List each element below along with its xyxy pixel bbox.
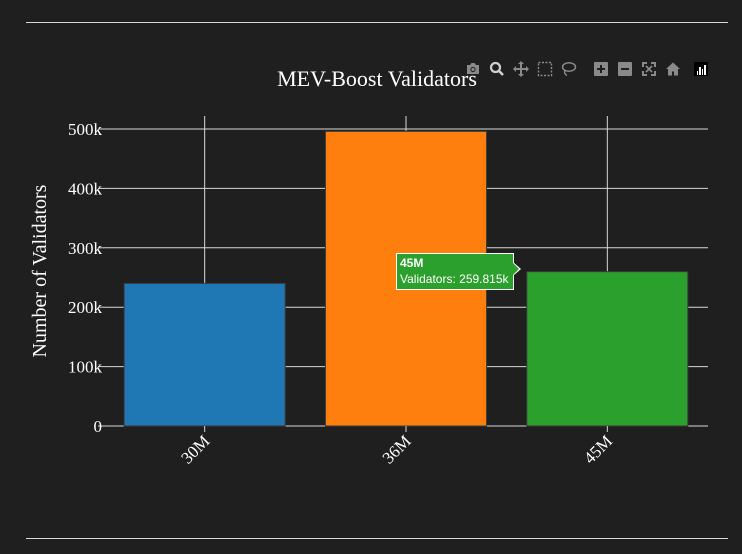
zoom-in-icon[interactable] bbox=[592, 60, 610, 78]
x-tick-label: 36M bbox=[379, 431, 415, 467]
tooltip-value: Validators: 259.815k bbox=[400, 272, 509, 286]
x-tick-label: 30M bbox=[177, 431, 213, 467]
y-tick-label: 400k bbox=[68, 179, 103, 198]
zoom-icon[interactable] bbox=[488, 60, 506, 78]
pan-icon[interactable] bbox=[512, 60, 530, 78]
y-tick-label: 0 bbox=[94, 417, 103, 436]
home-icon[interactable] bbox=[664, 60, 682, 78]
axis-layer: 0 100k 200k 300k 400k 500k 30M 36M 45M bbox=[68, 120, 616, 468]
y-tick-label: 300k bbox=[68, 239, 103, 258]
bar-30M bbox=[123, 282, 286, 427]
top-divider bbox=[26, 22, 728, 23]
camera-icon[interactable] bbox=[464, 60, 482, 78]
zoom-out-icon[interactable] bbox=[616, 60, 634, 78]
x-tick-label: 45M bbox=[580, 431, 616, 467]
y-tick-label: 200k bbox=[68, 298, 103, 317]
chart-title: MEV-Boost Validators bbox=[277, 66, 477, 91]
bar-45M bbox=[526, 271, 689, 427]
bottom-divider bbox=[26, 538, 728, 539]
modebar bbox=[464, 60, 708, 78]
tooltip-category: 45M bbox=[400, 256, 424, 270]
y-tick-label: 100k bbox=[68, 358, 103, 377]
y-axis-label: Number of Validators bbox=[29, 184, 51, 357]
box-select-icon[interactable] bbox=[536, 60, 554, 78]
plotly-logo-icon[interactable] bbox=[694, 62, 708, 76]
autoscale-icon[interactable] bbox=[640, 60, 658, 78]
y-tick-label: 500k bbox=[68, 120, 103, 139]
hover-tooltip: 45M Validators: 259.815k bbox=[396, 253, 521, 290]
lasso-icon[interactable] bbox=[560, 60, 578, 78]
